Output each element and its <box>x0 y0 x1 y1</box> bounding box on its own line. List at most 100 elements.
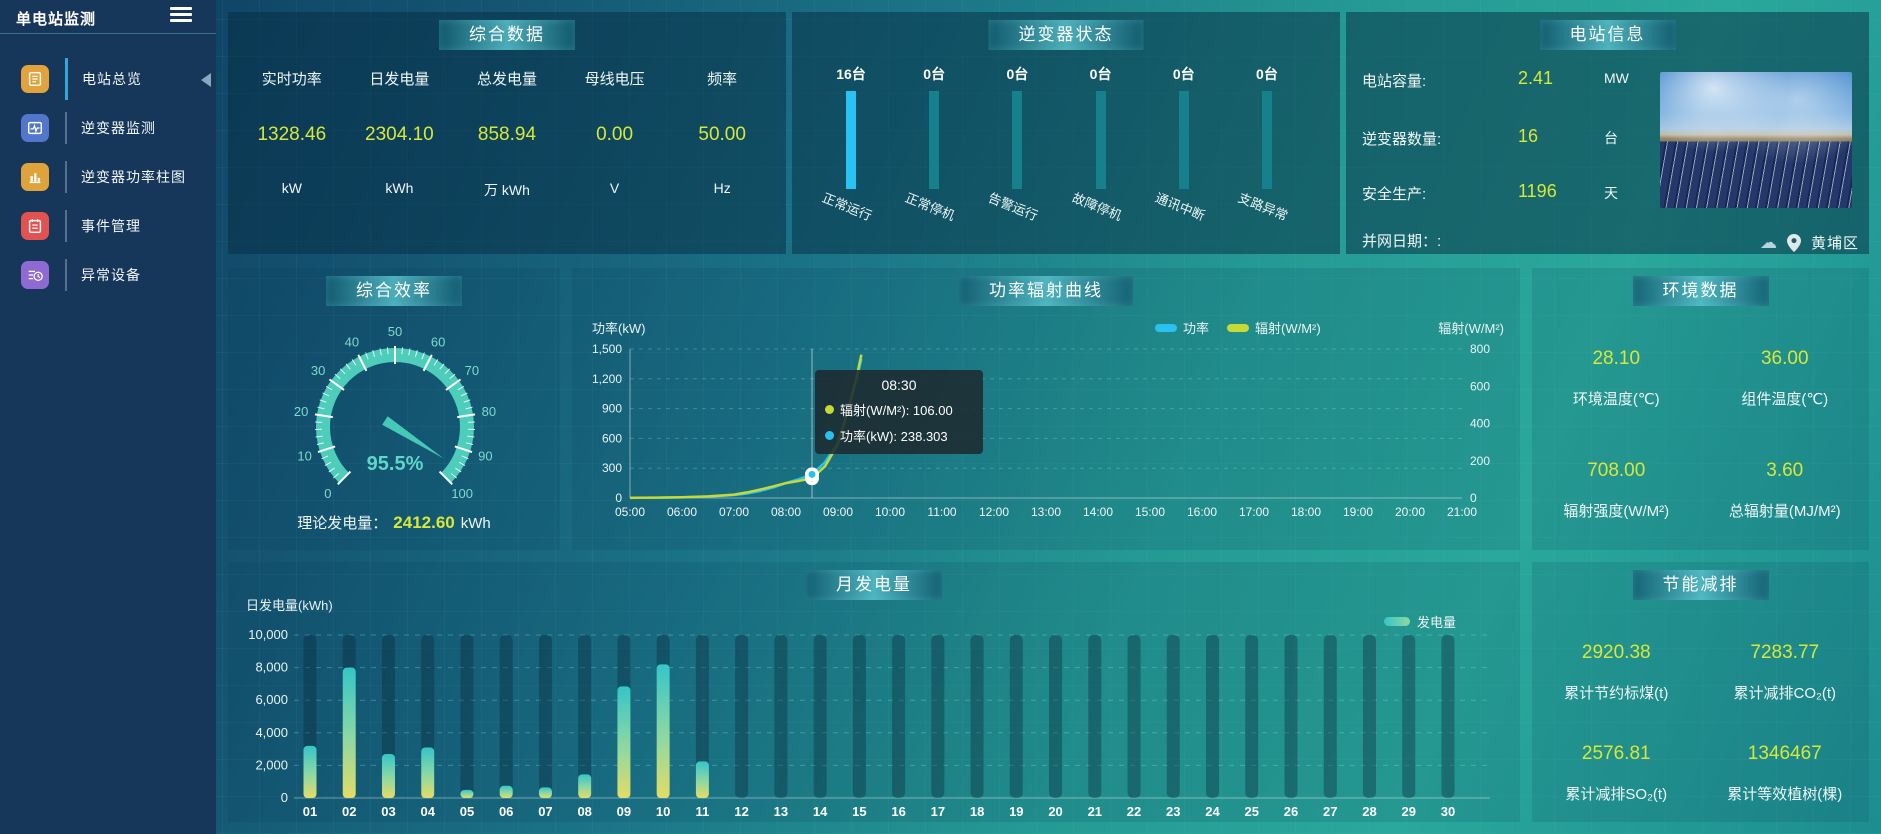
inverter-count: 0台 <box>1256 66 1278 82</box>
stat-label: 累计减排CO₂(t) <box>1733 685 1836 702</box>
svg-text:4,000: 4,000 <box>255 725 288 740</box>
stat-cell: 3.60 总辐射量(MJ/M²) <box>1701 432 1870 544</box>
menu-item-divider <box>65 160 67 193</box>
metric-value: 2304.10 <box>365 124 434 145</box>
sidebar-header: 单电站监测 <box>0 0 216 34</box>
stat-label: 累计减排SO₂(t) <box>1565 786 1668 803</box>
sidebar-menu: 电站总览逆变器监测逆变器功率柱图事件管理异常设备 <box>0 54 216 299</box>
metric-label: 日发电量 <box>369 71 430 88</box>
svg-text:1,200: 1,200 <box>592 372 622 386</box>
svg-text:20: 20 <box>294 404 308 419</box>
svg-text:07:00: 07:00 <box>719 505 749 519</box>
tooltip-series-dot <box>825 405 834 414</box>
metric-unit: kWh <box>385 180 414 196</box>
svg-text:02: 02 <box>342 804 356 819</box>
sidebar-collapse-arrow[interactable] <box>201 73 211 87</box>
svg-text:8,000: 8,000 <box>255 660 288 675</box>
info-unit: 天 <box>1604 185 1618 201</box>
svg-text:08:00: 08:00 <box>771 505 801 519</box>
svg-text:0: 0 <box>324 486 331 501</box>
summary-metric: 频率 50.00 Hz <box>668 12 776 254</box>
svg-text:09: 09 <box>617 804 631 819</box>
stat-cell: 2920.38 累计节约标煤(t) <box>1532 614 1701 715</box>
inverter-status-column: 0台 故障停机 <box>1062 64 1140 254</box>
svg-text:14:00: 14:00 <box>1083 505 1113 519</box>
svg-text:11:00: 11:00 <box>927 505 956 519</box>
panel-monthly-energy: 月发电量 发电量 日发电量(kWh) 0 2,000 4,000 6,000 8,000 1… <box>228 562 1520 822</box>
info-value: 16 <box>1518 126 1539 146</box>
saving-metrics: 2920.38 累计节约标煤(t) 7283.77 累计减排CO₂(t) 2576.81… <box>1532 614 1869 816</box>
svg-text:08: 08 <box>577 804 591 819</box>
stat-value: 708.00 <box>1587 460 1646 481</box>
svg-text:09:00: 09:00 <box>823 505 853 519</box>
menu-item-divider <box>65 57 68 100</box>
metric-label: 实时功率 <box>261 71 322 88</box>
location-name: 黄埔区 <box>1810 235 1859 252</box>
summary-metric: 母线电压 0.00 V <box>561 12 669 254</box>
environment-metrics: 28.10 环境温度(℃) 36.00 组件温度(℃) 708.00 辐射强度(W/M²)… <box>1532 320 1869 544</box>
svg-text:21:00: 21:00 <box>1447 505 1477 519</box>
svg-text:29: 29 <box>1401 804 1415 819</box>
panel-efficiency: 综合效率 0 10 20 30 40 50 60 70 80 90 100 95.5% 理论发电量： 2… <box>228 268 560 550</box>
stat-cell: 2576.81 累计减排SO₂(t) <box>1532 715 1701 816</box>
svg-text:13: 13 <box>774 804 788 819</box>
info-label: 逆变器数量: <box>1362 131 1442 148</box>
inverter-status-column: 0台 正常停机 <box>895 64 973 254</box>
panel-energy-saving: 节能减排 2920.38 累计节约标煤(t) 7283.77 累计减排CO₂(t) 25… <box>1532 562 1869 822</box>
svg-text:21: 21 <box>1088 804 1102 819</box>
energy-legend-swatch <box>1384 617 1410 626</box>
svg-text:11: 11 <box>696 804 710 819</box>
sidebar-item-label: 电站总览 <box>82 70 142 87</box>
power-radiation-chart: 0 300 600 900 1,200 1,500 0 200 400 600 800 05:00 06… <box>592 342 1490 519</box>
status-bar <box>929 91 940 189</box>
svg-text:600: 600 <box>1470 379 1490 393</box>
app-title: 单电站监测 <box>16 11 97 28</box>
legend-item-radiation[interactable]: 辐射(W/M²) <box>1227 318 1321 337</box>
svg-text:05:00: 05:00 <box>615 505 645 519</box>
svg-text:15:00: 15:00 <box>1135 505 1165 519</box>
metric-unit: Hz <box>713 180 731 196</box>
svg-text:01: 01 <box>303 804 317 819</box>
weather-cloud-icon: ☁ <box>1759 232 1777 252</box>
tooltip-row: 辐射(W/M²): 106.00 <box>825 400 973 419</box>
stat-cell: 7283.77 累计减排CO₂(t) <box>1701 614 1870 715</box>
hamburger-menu-icon[interactable] <box>170 7 192 25</box>
sidebar-item-label: 事件管理 <box>81 217 141 234</box>
status-bar <box>1261 91 1272 189</box>
info-label: 并网日期：: <box>1362 233 1442 250</box>
stat-value: 3.60 <box>1766 460 1804 481</box>
stat-value: 2576.81 <box>1581 743 1651 764</box>
stat-label: 辐射强度(W/M²) <box>1563 503 1670 520</box>
status-bar <box>1095 91 1106 189</box>
panel-station-info: 电站信息 电站容量: 2.41 MW 逆变器数量: 16 台安全生产: 1196 天并网日期：… <box>1346 12 1869 254</box>
sidebar-item-5[interactable]: 异常设备 <box>0 250 216 299</box>
summary-metric: 实时功率 1328.46 kW <box>238 12 346 254</box>
sidebar-item-4[interactable]: 事件管理 <box>0 201 216 250</box>
monthly-legend-item[interactable]: 发电量 <box>1384 612 1456 631</box>
sidebar-item-3[interactable]: 逆变器功率柱图 <box>0 152 216 201</box>
inverter-status-column: 16台 正常运行 <box>812 64 890 254</box>
svg-text:300: 300 <box>602 461 622 475</box>
svg-text:17:00: 17:00 <box>1239 505 1269 519</box>
sidebar-item-label: 逆变器监测 <box>81 119 156 136</box>
sidebar-item-1[interactable]: 电站总览 <box>0 54 216 103</box>
svg-text:12:00: 12:00 <box>979 505 1009 519</box>
theoretical-energy-label: 理论发电量： <box>297 515 388 532</box>
svg-text:05: 05 <box>460 804 474 819</box>
svg-text:06: 06 <box>499 804 513 819</box>
svg-text:30: 30 <box>1441 804 1455 819</box>
svg-text:16:00: 16:00 <box>1187 505 1217 519</box>
stat-cell: 708.00 辐射强度(W/M²) <box>1532 432 1701 544</box>
info-value: 2.41 <box>1518 68 1554 88</box>
theoretical-energy-unit: kWh <box>460 515 491 532</box>
svg-text:400: 400 <box>1470 417 1490 431</box>
station-photo <box>1660 72 1852 208</box>
metric-value: 50.00 <box>698 124 746 145</box>
metric-label: 母线电压 <box>584 71 645 88</box>
info-unit: MW <box>1604 70 1629 86</box>
svg-text:26: 26 <box>1284 804 1298 819</box>
legend-item-power[interactable]: 功率 <box>1155 318 1209 337</box>
sidebar-item-2[interactable]: 逆变器监测 <box>0 103 216 152</box>
svg-text:10: 10 <box>656 804 670 819</box>
